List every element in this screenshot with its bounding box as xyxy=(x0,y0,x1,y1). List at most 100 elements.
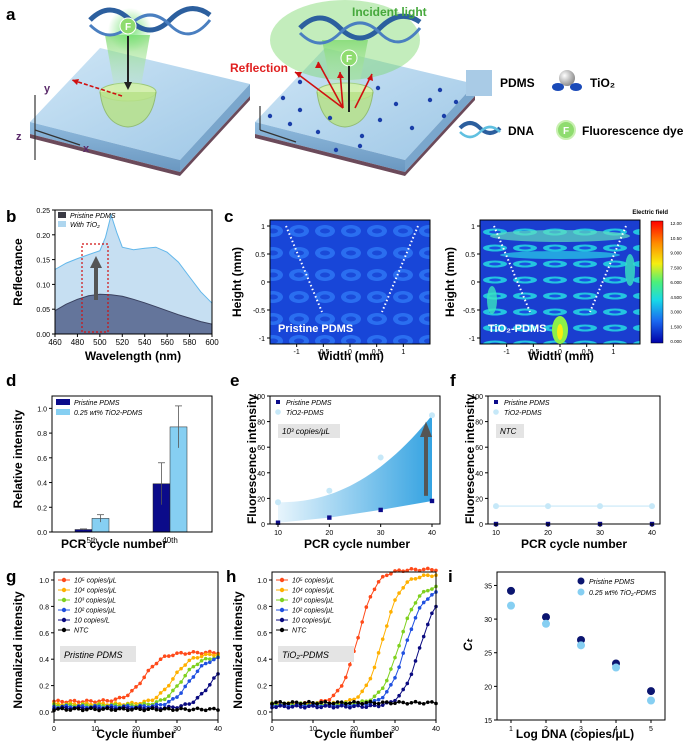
h-curve-point xyxy=(393,701,397,706)
g-curve-point xyxy=(146,707,151,712)
f-point-tio2 xyxy=(597,503,603,510)
h-curve-point xyxy=(426,573,430,578)
h-curve-point xyxy=(409,577,414,581)
h-curve-point xyxy=(356,695,360,699)
g-legend-marker xyxy=(61,597,67,603)
g-curve-point xyxy=(183,684,187,689)
f-xtick-label: 30 xyxy=(596,530,604,537)
i-legend-marker xyxy=(577,577,585,585)
f-legend-marker xyxy=(494,400,498,404)
e-legend-0: Pristine PDMS xyxy=(286,400,332,407)
i-point xyxy=(612,663,620,672)
b-ytick-label: 0.20 xyxy=(36,233,50,240)
d-ytick-label: 0.2 xyxy=(37,505,47,512)
i-point xyxy=(647,696,655,705)
g-curve-point xyxy=(183,652,187,656)
e-legend-marker xyxy=(275,409,281,415)
h-curve-point xyxy=(397,693,401,698)
g-ytick-label: 0.8 xyxy=(39,604,49,611)
h-curve-point xyxy=(393,698,397,703)
g-curve-point xyxy=(171,705,175,709)
panel-b: b 460 480 500 520 540 560 580 600 0.00 0.05 0.10 0.… xyxy=(6,207,219,363)
h-curve-point xyxy=(368,699,373,704)
g-curve-point xyxy=(158,657,163,661)
h-curve-point xyxy=(348,705,352,710)
h-curve-point xyxy=(417,575,422,580)
h-curve-point xyxy=(356,635,360,640)
h-curve-point xyxy=(421,600,426,605)
g-curve-point xyxy=(85,707,89,712)
g-legend-5: NTC xyxy=(74,628,89,635)
g-curve-point xyxy=(183,663,187,667)
g-legend-marker xyxy=(61,607,67,613)
h-curve-point xyxy=(331,705,336,710)
i-point xyxy=(577,641,585,650)
f-ytick-label: 0 xyxy=(479,522,483,529)
h-curve-point xyxy=(364,700,369,705)
g-curve-point xyxy=(171,696,175,701)
h-curve-point xyxy=(405,580,410,584)
d-ytick-label: 0.6 xyxy=(37,456,47,463)
d-xtick-label: 40th xyxy=(162,536,178,545)
g-curve-point xyxy=(76,707,81,711)
map2-label: TiO₂-PDMS xyxy=(488,323,546,335)
h-curve-point xyxy=(380,686,385,691)
f-xtick-label: 20 xyxy=(544,530,552,537)
i-ytick-label: 25 xyxy=(484,651,492,658)
h-curve-point xyxy=(364,705,369,710)
g-curve-point xyxy=(183,673,187,678)
g-curve-point xyxy=(150,664,155,669)
h-ytick-label: 0.4 xyxy=(257,657,267,664)
g-curve-point xyxy=(212,676,216,680)
h-curve-point xyxy=(372,694,377,699)
h-curve-point xyxy=(360,689,365,694)
b-xtick-label: 520 xyxy=(116,338,130,347)
g-curve-point xyxy=(158,703,163,707)
h-curve-point xyxy=(376,704,381,709)
h-curve-point xyxy=(405,681,410,686)
g-ytick-label: 0.2 xyxy=(39,684,49,691)
h-legend-marker xyxy=(279,577,285,583)
h-curve-point xyxy=(327,704,332,709)
g-curve-point xyxy=(187,679,192,683)
g-curve-point xyxy=(105,698,110,703)
g-curve-point xyxy=(154,707,159,712)
h-curve-point xyxy=(282,701,287,706)
g-ytick-label: 1.0 xyxy=(39,578,49,585)
h-curve-point xyxy=(409,700,414,705)
h-curve-point xyxy=(290,704,295,709)
g-curve-point xyxy=(162,706,167,711)
g-ytick-label: 0.0 xyxy=(39,710,49,717)
e-xtick-label: 20 xyxy=(325,530,333,537)
g-xtick-label: 10 xyxy=(91,726,99,733)
h-ytick-label: 1.0 xyxy=(257,578,267,585)
legend-dna: DNA xyxy=(508,124,534,138)
g-annotation: Pristine PDMS xyxy=(64,650,123,660)
c-xtick-label: 0 xyxy=(348,349,352,356)
panel-i: i 1 2 3 4 5 15 20 25 30 35 Pristine PDMS 0.25 wt% T… xyxy=(448,567,666,741)
axis-label-y: y xyxy=(44,83,51,95)
h-curve-point xyxy=(339,684,344,688)
b-legend-1: With TiO₂ xyxy=(70,222,100,229)
g-curve-point xyxy=(93,707,97,712)
e-fill-area xyxy=(278,415,432,523)
f-ytick-label: 40 xyxy=(475,471,483,478)
h-legend-marker xyxy=(279,627,285,633)
g-curve-point xyxy=(171,688,175,693)
h-curve-point xyxy=(380,703,385,707)
h-curve-point xyxy=(274,705,278,710)
g-curve-point xyxy=(154,661,159,666)
panel-letter-c: c xyxy=(224,207,233,226)
colorbar-tick-label: 10.50 xyxy=(670,236,682,241)
h-curve-point xyxy=(323,704,328,708)
legend-tio2: TiO₂ xyxy=(590,76,615,90)
g-curve-point xyxy=(162,702,167,707)
highlight-box xyxy=(81,243,109,333)
g-curve-point xyxy=(85,698,89,703)
g-curve-point xyxy=(121,695,126,700)
h-curve-point xyxy=(385,678,389,683)
g-curve-point xyxy=(158,691,163,695)
g-curve-point xyxy=(76,700,81,704)
i-xtick-label: 3 xyxy=(579,726,583,733)
g-curve-point xyxy=(167,683,171,688)
